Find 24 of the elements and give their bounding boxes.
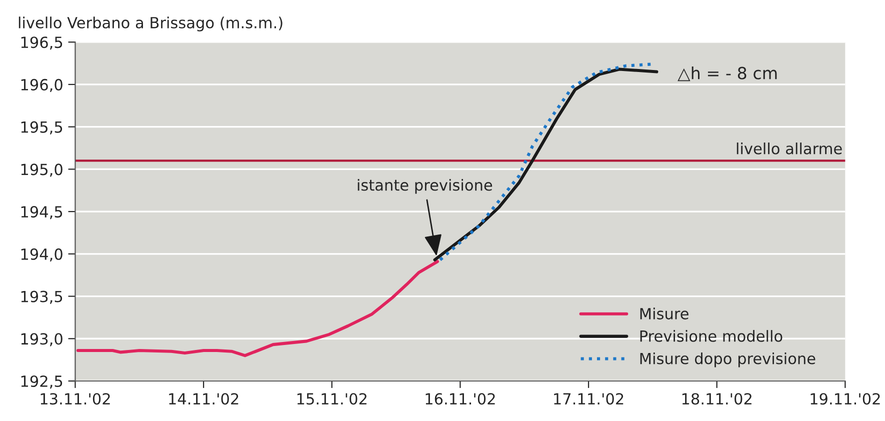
y-tick-label: 193,5	[21, 290, 62, 304]
x-tick-label: 14.11.'02	[169, 393, 238, 405]
y-tick-label: 196,0	[21, 78, 62, 92]
legend-label: Previsione modello	[640, 330, 782, 342]
x-tick-label: 18.11.'02	[682, 393, 752, 405]
y-tick-label: 194,0	[21, 248, 62, 262]
x-tick-label: 16.11.'02	[426, 393, 495, 405]
ref-line-label: livello allarme	[736, 142, 842, 154]
legend-label: Misure	[640, 308, 688, 320]
x-tick-label: 17.11.'02	[554, 393, 624, 405]
chart-title: livello Verbano a Brissago (m.s.m.)	[18, 16, 282, 32]
y-tick-label: 195,0	[21, 164, 62, 177]
y-tick-label: 194,5	[21, 206, 62, 220]
legend-label: Misure dopo previsione	[640, 352, 816, 368]
annotation: △h = - 8 cm	[678, 66, 777, 82]
x-tick-label: 13.11.'02	[40, 393, 110, 405]
x-tick-label: 19.11.'02	[810, 393, 880, 405]
y-tick-label: 193,0	[21, 333, 62, 346]
y-tick-label: 196,5	[21, 36, 62, 50]
annotation: istante previsione	[358, 178, 492, 194]
line-series	[76, 260, 440, 358]
y-tick-label: 195,5	[21, 121, 62, 134]
x-tick-label: 15.11.'02	[297, 393, 366, 405]
y-tick-label: 192,5	[21, 375, 62, 389]
